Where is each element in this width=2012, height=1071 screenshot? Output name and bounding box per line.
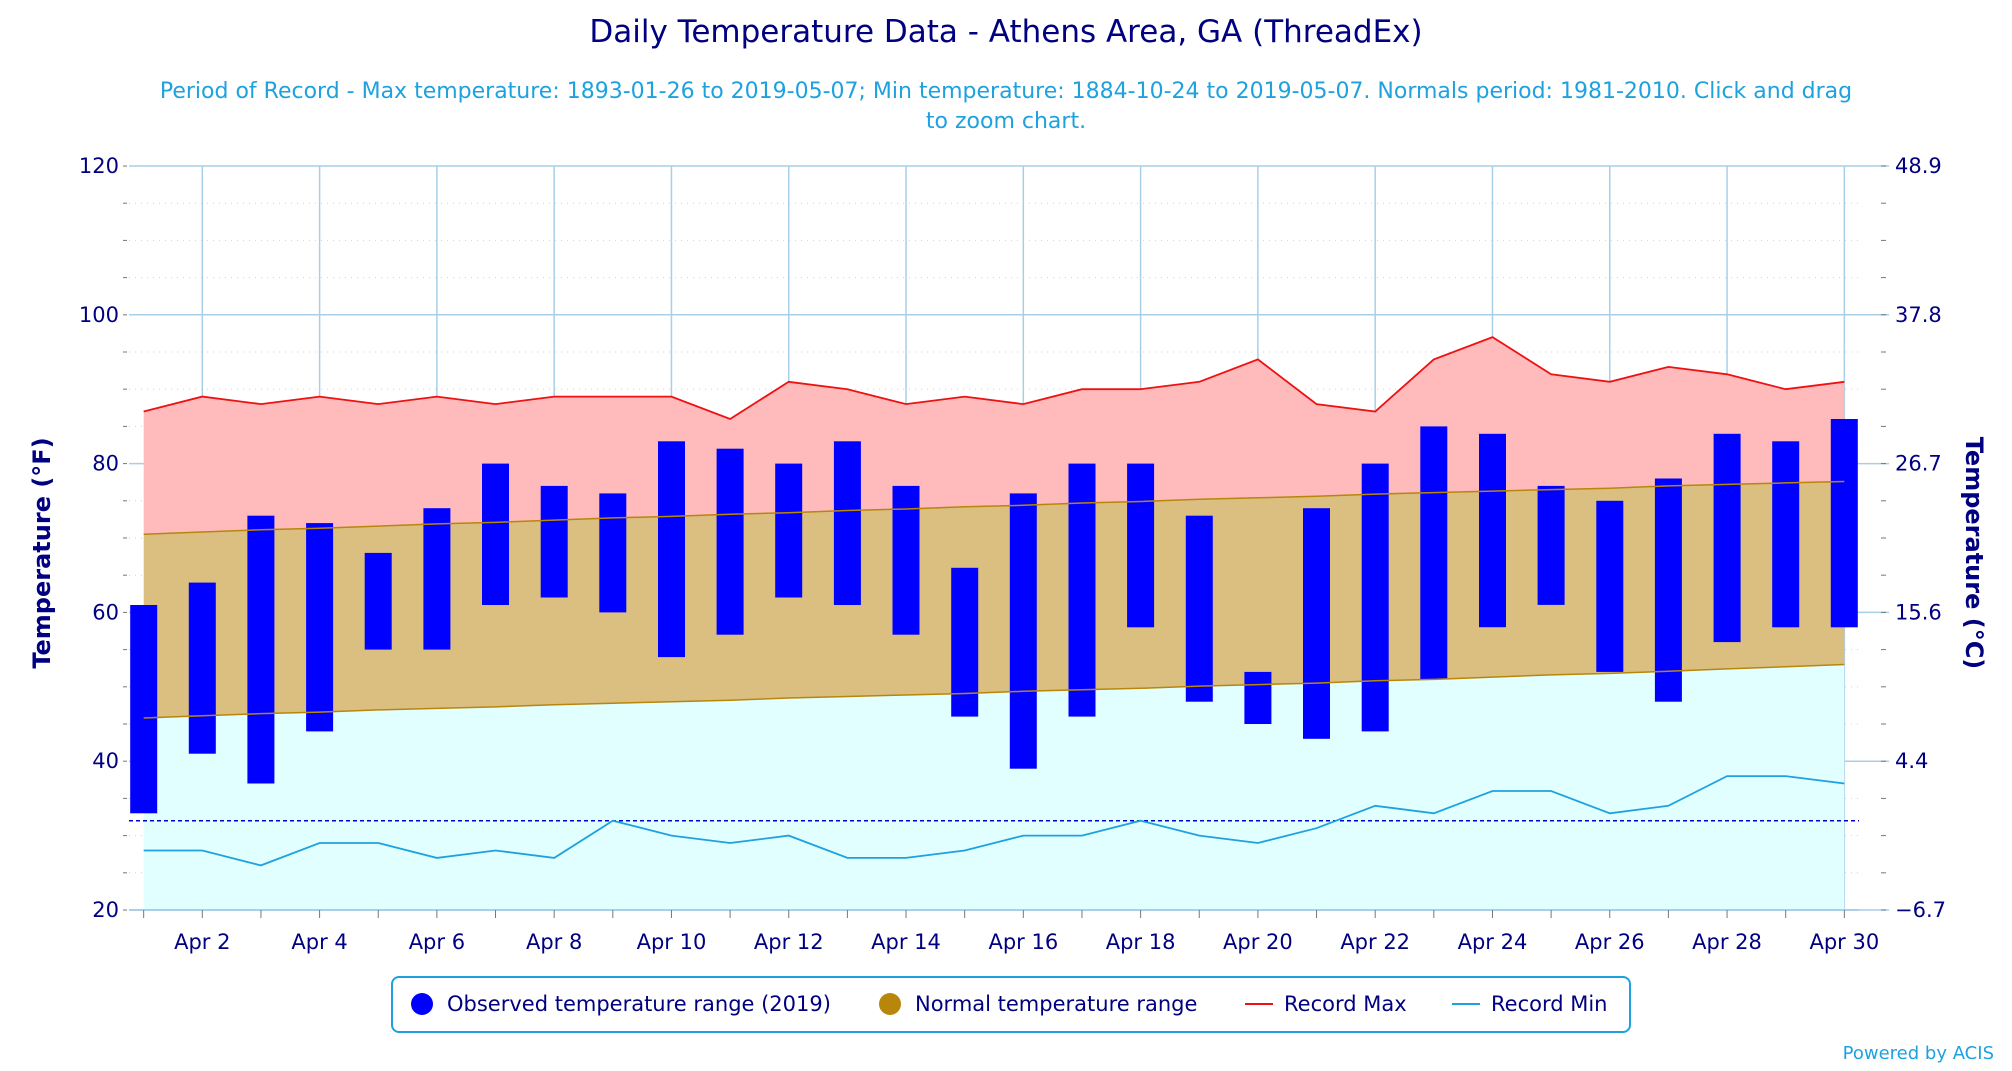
record-min-line	[143, 775, 1845, 867]
area-series	[143, 337, 1845, 910]
record-max-line	[143, 336, 1845, 421]
observed-bar	[364, 552, 392, 650]
observed-bar	[951, 567, 979, 717]
observed-bar	[599, 493, 627, 613]
observed-bar	[1303, 508, 1330, 739]
y-tick-label-right: 26.7	[1895, 452, 1942, 476]
legend-item-record-max[interactable]: Record Max	[1245, 992, 1407, 1016]
y-tick-label-left: 20	[92, 898, 119, 922]
observed-bar	[833, 441, 861, 605]
observed-bar	[1361, 463, 1389, 732]
x-tick-label: Apr 16	[988, 930, 1058, 954]
legend-observed-marker	[411, 993, 433, 1015]
y-axis-left: 20 40 60 80 100 120	[79, 154, 127, 922]
observed-bar	[775, 463, 803, 598]
y-tick-label-left: 120	[79, 154, 119, 178]
legend-record-max-label: Record Max	[1284, 992, 1407, 1016]
observed-bar	[1654, 478, 1682, 702]
x-tick-label: Apr 24	[1458, 930, 1528, 954]
observed-bar	[130, 605, 158, 814]
observed-bar	[1127, 463, 1155, 628]
observed-bar	[482, 463, 509, 605]
x-tick-label: Apr 26	[1575, 930, 1645, 954]
legend-observed-label: Observed temperature range (2019)	[447, 992, 831, 1016]
y-tick-label-left: 60	[92, 600, 119, 624]
observed-bar	[1009, 493, 1037, 769]
legend-box	[391, 976, 1631, 1033]
observed-bar	[1420, 426, 1448, 680]
observed-bars	[130, 419, 1858, 814]
x-axis: Apr 2 Apr 4 Apr 6 Apr 8 Apr 10 Apr 12 Apr 14 Ap…	[129, 909, 1879, 954]
x-tick-label: Apr 12	[754, 930, 824, 954]
observed-bar	[306, 523, 334, 732]
observed-bar	[1596, 500, 1624, 672]
x-tick-label: Apr 14	[871, 930, 941, 954]
y-tick-label-left: 80	[92, 452, 119, 476]
x-tick-label: Apr 20	[1223, 930, 1293, 954]
chart-title: Daily Temperature Data - Athens Area, GA…	[589, 14, 1422, 50]
observed-bar	[188, 582, 216, 754]
y-tick-label-left: 40	[92, 749, 119, 773]
normal-high-line	[143, 480, 1845, 536]
observed-bar	[1479, 433, 1506, 628]
observed-bar	[423, 508, 451, 650]
legend: Observed temperature range (2019) Normal…	[391, 976, 1631, 1033]
legend-item-normal[interactable]: Normal temperature range	[879, 992, 1197, 1016]
observed-bar	[1244, 671, 1272, 724]
observed-bar	[1185, 515, 1213, 702]
observed-bar	[658, 441, 685, 658]
normal-range-band	[143, 481, 1845, 718]
x-tick-label: Apr 4	[291, 930, 347, 954]
observed-bar	[1713, 433, 1741, 643]
y-tick-label-right: 4.4	[1895, 749, 1928, 773]
powered-by-credit[interactable]: Powered by ACIS	[1843, 1043, 1994, 1064]
x-tick-label: Apr 18	[1106, 930, 1176, 954]
y-tick-label-right: −6.7	[1895, 898, 1946, 922]
legend-item-record-min[interactable]: Record Min	[1452, 992, 1608, 1016]
legend-normal-marker	[879, 993, 901, 1015]
observed-bar	[540, 485, 568, 598]
observed-bar	[1830, 419, 1858, 628]
x-tick-label: Apr 6	[409, 930, 465, 954]
x-tick-label: Apr 10	[637, 930, 707, 954]
y-tick-label-right: 15.6	[1895, 600, 1942, 624]
legend-record-min-label: Record Min	[1491, 992, 1608, 1016]
legend-item-observed[interactable]: Observed temperature range (2019)	[411, 992, 831, 1016]
observed-bar	[1068, 463, 1096, 717]
x-tick-label: Apr 30	[1809, 930, 1879, 954]
chart-subtitle-line-2: to zoom chart.	[926, 109, 1086, 134]
x-tick-label: Apr 28	[1692, 930, 1762, 954]
observed-bar	[892, 485, 920, 635]
y-axis-title-left: Temperature (°F)	[28, 437, 56, 668]
record-lines	[143, 336, 1845, 867]
x-tick-label: Apr 22	[1340, 930, 1410, 954]
y-tick-label-right: 48.9	[1895, 154, 1942, 178]
observed-bar	[1537, 485, 1565, 605]
x-tick-label: Apr 2	[174, 930, 230, 954]
y-tick-label-left: 100	[79, 303, 119, 327]
legend-normal-label: Normal temperature range	[915, 992, 1197, 1016]
observed-bar	[1772, 441, 1800, 628]
x-tick-label: Apr 8	[526, 930, 582, 954]
chart-subtitle-line-1: Period of Record - Max temperature: 1893…	[160, 79, 1852, 104]
observed-bar	[247, 515, 275, 784]
y-tick-label-right: 37.8	[1895, 303, 1942, 327]
y-axis-title-right: Temperature (°C)	[1960, 437, 1988, 670]
observed-bar	[716, 448, 744, 635]
y-axis-right: −6.7 4.4 15.6 26.7 37.8 48.9	[1859, 154, 1946, 922]
normal-low-line	[143, 663, 1845, 719]
record-max-band	[143, 337, 1845, 535]
